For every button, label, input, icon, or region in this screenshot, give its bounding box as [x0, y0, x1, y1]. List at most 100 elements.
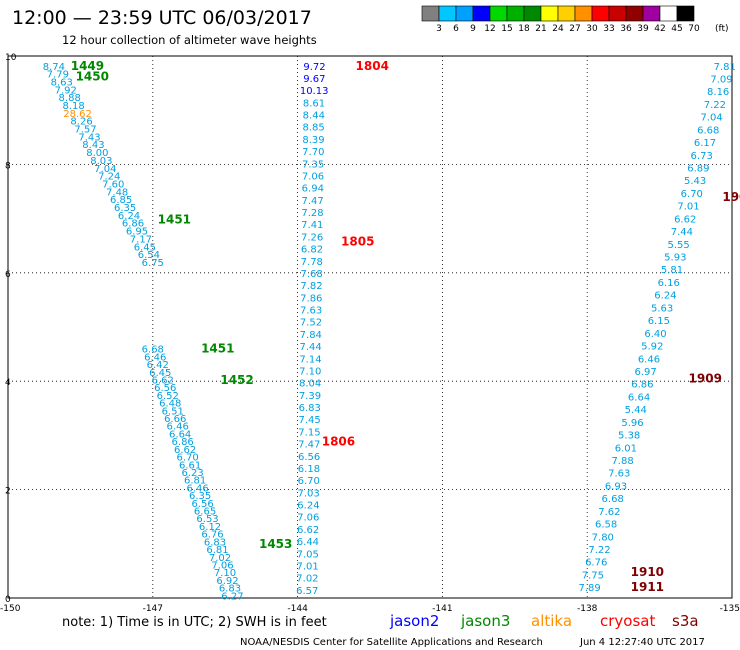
swh-value-point: 6.23 [181, 468, 203, 479]
colorbar-tick-label: 42 [654, 24, 665, 34]
swh-value-point: 5.81 [661, 265, 683, 276]
swh-value-point: 7.43 [78, 132, 100, 143]
swh-value-point: 7.70 [302, 147, 324, 158]
swh-value-point: 7.81 [714, 62, 736, 73]
swh-value-point: 6.66 [164, 414, 186, 425]
swh-value-point: 7.10 [214, 568, 236, 579]
grid-lines [8, 56, 732, 598]
swh-value-point: 6.45 [149, 368, 171, 379]
swh-value-point: 7.02 [296, 574, 318, 585]
swh-value-point: 8.43 [82, 140, 104, 151]
axis-tick-labels: -150 -147 -144 -141 -138 -135 0 2 4 6 8 10 [0, 53, 740, 614]
swh-value-point: 6.73 [691, 151, 713, 162]
swh-value-point: 7.26 [301, 232, 323, 243]
swh-value-point: 8.63 [51, 77, 73, 88]
swh-value-point: 7.03 [297, 488, 319, 499]
swh-value-point: 6.82 [301, 245, 323, 256]
pass-time-label: 1451 [201, 342, 234, 356]
footer-timestamp: Jun 4 12:27:40 UTC 2017 [579, 637, 705, 648]
swh-value-point: 6.81 [184, 476, 206, 487]
swh-value-point: 7.82 [300, 281, 322, 292]
swh-value-point: 7.62 [598, 507, 620, 518]
swh-value-point: 7.45 [298, 415, 320, 426]
swh-value-point: 6.53 [196, 514, 218, 525]
pass-time-label: 1805 [341, 234, 374, 248]
swh-value-point: 8.04 [299, 379, 321, 390]
swh-value-point: 6.76 [201, 530, 223, 541]
swh-value-point: 7.44 [299, 342, 321, 353]
swh-value-point: 6.64 [628, 392, 650, 403]
swh-value-point: 5.55 [667, 240, 689, 251]
y-tick-label: 6 [5, 270, 11, 280]
colorbar-swatch [540, 5, 559, 22]
swh-value-point: 6.76 [585, 558, 607, 569]
swh-value-point: 7.14 [299, 354, 321, 365]
y-tick-label: 2 [5, 487, 11, 497]
swh-value-point: 6.95 [126, 227, 148, 238]
swh-value-point: 7.88 [611, 456, 633, 467]
swh-value-point: 7.92 [55, 85, 77, 96]
swh-value-point: 6.35 [114, 203, 136, 214]
swh-value-point: 7.06 [302, 171, 324, 182]
colorbar-swatch [523, 5, 542, 22]
x-tick-label: -138 [577, 604, 598, 614]
swh-value-point: 7.68 [300, 269, 322, 280]
x-tick-label: -135 [720, 604, 740, 614]
swh-value-point: 10.13 [300, 86, 329, 97]
swh-value-point: 7.41 [301, 220, 323, 231]
swh-value-point: 7.02 [209, 553, 231, 564]
swh-value-point: 6.62 [152, 376, 174, 387]
legend: jason2 jason3 altika cryosat s3a [389, 612, 699, 630]
swh-value-point: 7.15 [298, 427, 320, 438]
swh-value-point: 9.72 [303, 62, 325, 73]
swh-value-point: 6.70 [177, 453, 199, 464]
plot-frame [7, 55, 733, 599]
swh-value-point: 7.78 [301, 257, 323, 268]
swh-value-point: 7.01 [677, 202, 699, 213]
colorbar-tick-label: 21 [535, 24, 546, 34]
swh-value-point: 7.04 [94, 164, 116, 175]
swh-value-point: 6.46 [186, 483, 208, 494]
chart-subtitle: 12 hour collection of altimeter wave hei… [62, 33, 317, 47]
swh-value-point: 6.94 [302, 184, 324, 195]
colorbar-tick-label: 45 [671, 24, 682, 34]
swh-value-point: 7.01 [296, 561, 318, 572]
swh-value-point: 6.70 [681, 189, 703, 200]
swh-value-point: 6.52 [157, 391, 179, 402]
swh-value-point: 8.39 [302, 135, 324, 146]
swh-value-point: 6.54 [138, 250, 160, 261]
swh-value-point: 7.09 [710, 74, 732, 85]
swh-value-point: 6.17 [694, 138, 716, 149]
swh-value-point: 6.48 [159, 399, 181, 410]
swh-value-point: 7.84 [300, 330, 322, 341]
pass-time-label: 1450 [76, 70, 109, 84]
swh-value-point: 5.96 [621, 418, 643, 429]
swh-value-point: 6.51 [162, 406, 184, 417]
x-tick-label: -141 [432, 604, 452, 614]
swh-value-point: 6.27 [221, 591, 243, 602]
swh-value-point: 8.03 [90, 156, 112, 167]
colorbar-swatch [438, 5, 457, 22]
swh-value-point: 6.83 [219, 584, 241, 595]
colorbar-swatch [659, 5, 678, 22]
y-tick-label: 4 [5, 378, 11, 388]
swh-value-point: 6.46 [167, 422, 189, 433]
swh-value-point: 7.39 [299, 391, 321, 402]
colorbar-tick-label: 36 [620, 24, 632, 34]
colorbar-swatch [557, 5, 576, 22]
swh-value-point: 5.44 [625, 405, 647, 416]
colorbar-tick-label: 6 [453, 24, 459, 34]
colorbar-tick-label: 3 [436, 24, 442, 34]
swh-value-point: 6.68 [142, 345, 164, 356]
swh-value-point: 6.65 [194, 507, 216, 518]
colorbar-swatch [489, 5, 508, 22]
swh-value-point: 6.89 [687, 163, 709, 174]
colorbar-swatch [591, 5, 610, 22]
swh-value-point: 6.75 [142, 258, 164, 269]
legend-entry-jason2: jason2 [389, 612, 439, 630]
colorbar-swatch [472, 5, 491, 22]
swh-value-point: 6.86 [122, 219, 144, 230]
swh-value-point: 7.06 [297, 513, 319, 524]
swh-value-point: 7.80 [592, 532, 614, 543]
swh-value-point: 6.56 [154, 383, 176, 394]
